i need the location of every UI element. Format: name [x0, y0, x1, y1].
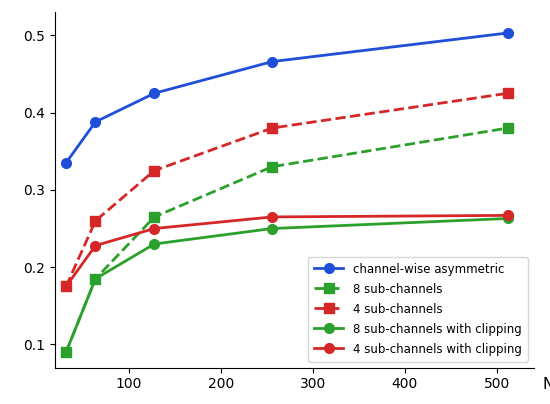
Legend: channel-wise asymmetric, 8 sub-channels, 4 sub-channels, 8 sub-channels with cli: channel-wise asymmetric, 8 sub-channels,…	[308, 257, 527, 362]
X-axis label: N: N	[542, 377, 550, 391]
